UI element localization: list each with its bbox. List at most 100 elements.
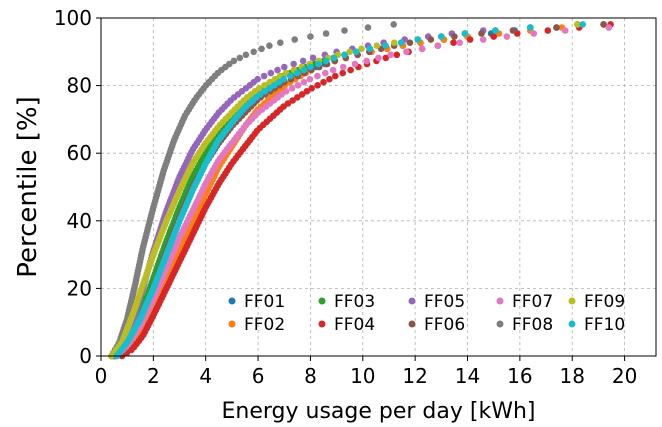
legend-marker bbox=[568, 297, 576, 305]
data-point bbox=[314, 82, 321, 89]
y-tick-label: 80 bbox=[67, 74, 92, 98]
data-point bbox=[330, 54, 338, 62]
x-axis-label: Energy usage per day [kWh] bbox=[222, 399, 536, 424]
data-point bbox=[261, 82, 268, 89]
y-axis-ticks: 0 20 40 60 80 100 bbox=[54, 6, 101, 368]
data-point bbox=[605, 24, 613, 31]
data-point bbox=[503, 33, 511, 40]
data-point bbox=[382, 42, 389, 49]
legend-item-ff05: FF05 bbox=[408, 292, 465, 312]
x-tick-label: 4 bbox=[199, 364, 212, 388]
y-axis-label: Percentile [%] bbox=[13, 96, 43, 278]
data-point bbox=[307, 63, 314, 71]
data-point bbox=[438, 33, 445, 40]
data-point bbox=[322, 57, 330, 65]
data-point bbox=[286, 72, 294, 80]
data-point bbox=[403, 48, 410, 56]
data-point bbox=[293, 69, 301, 77]
legend-marker bbox=[496, 320, 504, 328]
data-point bbox=[230, 57, 238, 65]
y-tick-label: 0 bbox=[79, 344, 92, 368]
legend-item-ff08: FF08 bbox=[496, 315, 553, 335]
data-point bbox=[281, 63, 288, 71]
data-point bbox=[282, 88, 290, 95]
data-point bbox=[290, 60, 298, 68]
data-point bbox=[375, 54, 382, 62]
x-tick-label: 14 bbox=[455, 364, 480, 388]
legend-item-ff10: FF10 bbox=[568, 315, 625, 335]
data-point bbox=[341, 27, 348, 34]
data-point bbox=[346, 48, 354, 56]
data-point bbox=[418, 45, 426, 53]
data-point bbox=[236, 54, 244, 62]
data-point bbox=[414, 36, 422, 43]
legend-item-ff04: FF04 bbox=[318, 315, 375, 335]
y-tick-label: 60 bbox=[67, 141, 92, 165]
legend-label: FF07 bbox=[512, 292, 553, 312]
data-point bbox=[258, 45, 265, 53]
data-point bbox=[450, 39, 457, 46]
data-point bbox=[339, 69, 347, 77]
data-point bbox=[274, 66, 281, 74]
x-tick-label: 2 bbox=[147, 364, 160, 388]
data-point bbox=[393, 51, 401, 59]
data-point bbox=[351, 60, 359, 68]
data-point bbox=[509, 27, 517, 34]
x-tick-label: 20 bbox=[612, 364, 637, 388]
data-point bbox=[358, 45, 365, 53]
x-tick-label: 12 bbox=[402, 364, 427, 388]
data-point bbox=[320, 78, 327, 86]
data-point bbox=[266, 42, 273, 49]
data-point bbox=[271, 82, 278, 89]
legend-label: FF01 bbox=[244, 292, 285, 312]
data-point bbox=[261, 88, 269, 95]
data-point bbox=[527, 24, 534, 31]
data-point bbox=[308, 85, 316, 92]
data-point bbox=[490, 33, 498, 40]
legend-item-ff01: FF01 bbox=[228, 292, 285, 312]
data-point bbox=[352, 48, 360, 56]
data-point bbox=[390, 21, 398, 28]
legend-item-ff07: FF07 bbox=[496, 292, 553, 312]
legend-label: FF05 bbox=[424, 292, 465, 312]
legend-item-ff09: FF09 bbox=[568, 292, 625, 312]
data-point bbox=[294, 94, 301, 101]
data-point bbox=[307, 33, 314, 40]
data-point bbox=[451, 33, 458, 40]
data-point bbox=[530, 30, 538, 37]
data-point bbox=[461, 30, 469, 37]
legend-label: FF08 bbox=[512, 315, 553, 335]
data-point bbox=[347, 66, 354, 74]
x-tick-label: 16 bbox=[507, 364, 532, 388]
legend-item-ff03: FF03 bbox=[318, 292, 375, 312]
x-tick-label: 6 bbox=[252, 364, 265, 388]
data-point bbox=[294, 82, 302, 89]
data-point bbox=[242, 51, 250, 59]
legend-label: FF03 bbox=[334, 292, 375, 312]
data-point bbox=[387, 51, 395, 59]
data-point bbox=[254, 75, 261, 83]
data-point bbox=[250, 48, 257, 56]
legend-marker bbox=[408, 320, 416, 328]
data-point bbox=[288, 85, 296, 92]
data-point bbox=[314, 72, 321, 80]
data-point bbox=[341, 51, 348, 59]
data-point bbox=[574, 21, 581, 28]
x-tick-label: 8 bbox=[304, 364, 317, 388]
legend-label: FF02 bbox=[244, 315, 285, 335]
data-point bbox=[492, 27, 499, 34]
legend-marker bbox=[408, 297, 416, 305]
data-point bbox=[300, 66, 308, 74]
data-point bbox=[478, 30, 485, 37]
legend-label: FF10 bbox=[584, 315, 625, 335]
legend-marker bbox=[228, 297, 236, 305]
data-point bbox=[300, 78, 308, 86]
data-point bbox=[363, 57, 371, 65]
data-point bbox=[306, 75, 314, 83]
data-point bbox=[329, 66, 337, 74]
data-point bbox=[260, 72, 268, 80]
data-point bbox=[266, 85, 273, 92]
data-point bbox=[382, 54, 390, 62]
data-point bbox=[553, 24, 560, 31]
